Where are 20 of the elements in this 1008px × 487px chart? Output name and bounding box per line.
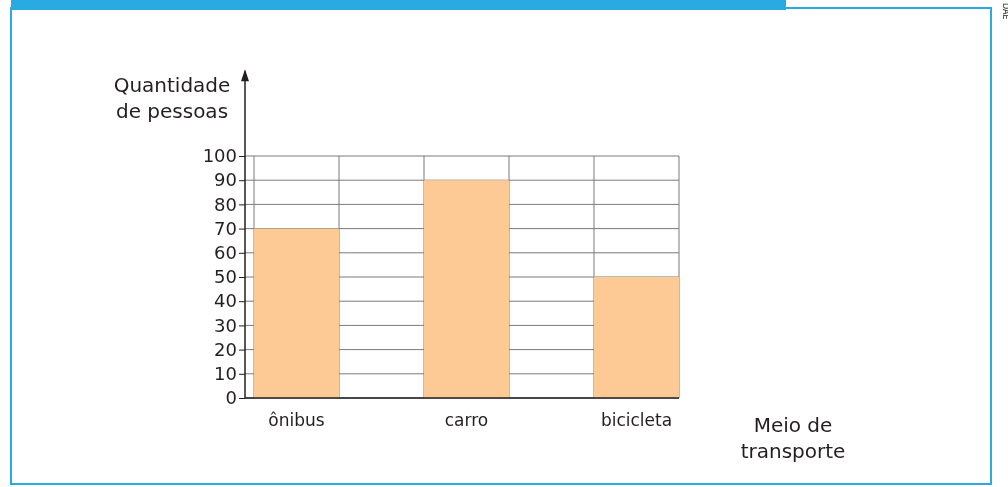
y-tick-label: 100	[202, 145, 237, 167]
bar	[594, 277, 679, 398]
y-tick-label: 30	[214, 314, 237, 336]
y-tick-label: 90	[214, 169, 237, 191]
y-tick-label: 40	[214, 290, 237, 312]
y-tick-label: 60	[214, 242, 237, 264]
bar	[254, 228, 339, 398]
y-tick-label: 10	[214, 363, 237, 385]
y-tick-label: 20	[214, 338, 237, 360]
y-axis-title: Quantidade de pessoas	[113, 73, 231, 123]
y-tick-label: 80	[214, 193, 237, 215]
y-tick-label: 0	[225, 387, 237, 409]
x-tick-label: bicicleta	[600, 410, 673, 431]
x-tick-label: ônibus	[268, 410, 325, 431]
y-tick-label: 70	[214, 217, 237, 239]
text: DAE	[1001, 3, 1008, 20]
x-tick-label: carro	[444, 410, 489, 431]
y-tick-label: 50	[214, 266, 237, 288]
bar	[424, 180, 509, 398]
x-axis-title: Meio de transporte	[740, 413, 846, 463]
